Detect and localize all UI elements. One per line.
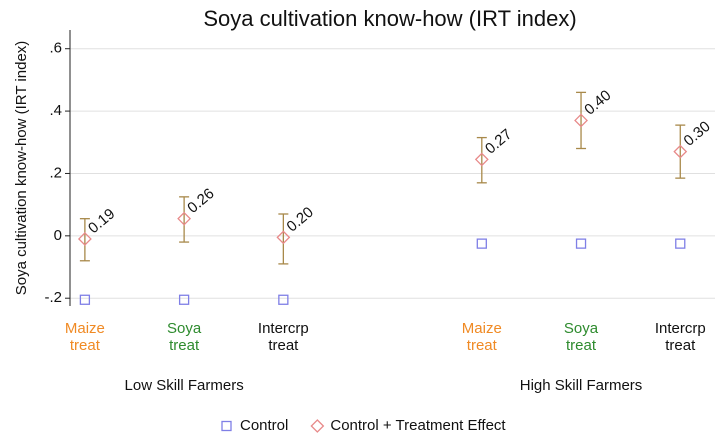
point [178,294,190,305]
effect-label: 0.27 [482,126,515,158]
legend-label: Control [240,417,288,434]
point [673,144,688,159]
y-tick-label: .4 [49,102,62,119]
x-tick-label: Intercrp [655,320,706,337]
point [276,230,291,245]
group-label: Low Skill Farmers [125,377,244,394]
x-tick-label: treat [665,337,696,354]
effect-label: 0.19 [85,205,118,237]
x-tick-label: treat [566,337,597,354]
x-tick-label: treat [268,337,299,354]
point [574,113,588,128]
point [675,238,686,249]
x-tick-label: treat [169,337,200,354]
point [575,238,587,249]
legend-item: Control [221,417,288,434]
group-label: High Skill Farmers [520,377,643,394]
x-tick-label: Soya [167,320,202,337]
y-tick-label: .2 [49,164,62,181]
y-tick-label: .6 [49,40,62,57]
effect-label: 0.20 [284,204,317,236]
point [77,232,92,246]
y-axis-label: Soya cultivation know-how (IRT index) [13,41,30,296]
legend-marker [221,420,232,432]
point [474,152,489,167]
point [79,294,91,305]
legend-item: Control + Treatment Effect [310,417,506,434]
x-tick-label: Intercrp [258,320,309,337]
point [177,211,192,226]
x-tick-label: Soya [564,320,599,337]
chart-title: Soya cultivation know-how (IRT index) [203,6,576,31]
effect-label: 0.30 [680,118,713,150]
y-tick-label: 0 [54,227,62,244]
x-tick-label: treat [467,337,498,354]
y-tick-label: -.2 [44,289,62,306]
x-tick-label: Maize [462,320,502,337]
effect-label: 0.26 [184,185,217,217]
x-tick-label: treat [70,337,101,354]
legend-label: Control + Treatment Effect [330,417,506,434]
point [278,294,289,305]
legend-marker [310,419,325,433]
effect-label: 0.40 [581,87,614,119]
x-tick-label: Maize [65,320,105,337]
point [476,238,487,249]
